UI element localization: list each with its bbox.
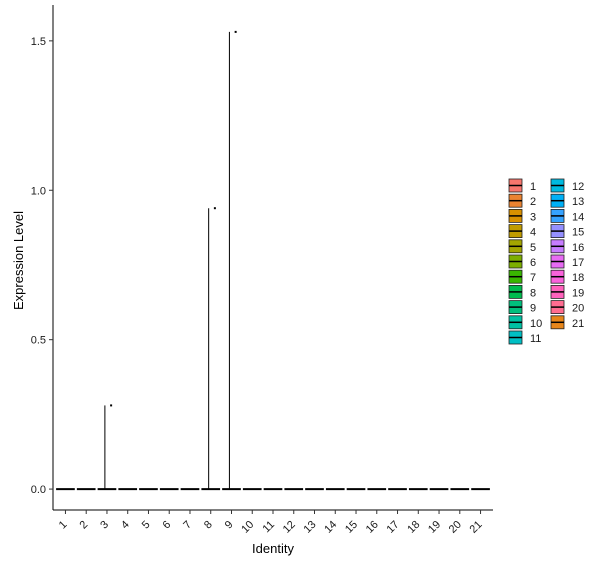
y-tick-label: 1.0: [31, 185, 46, 197]
legend-label-9: 9: [530, 303, 536, 315]
x-tick-label: 13: [301, 519, 318, 536]
x-tick-label: 12: [281, 519, 298, 536]
x-tick-label: 20: [447, 519, 464, 536]
x-tick-label: 9: [223, 519, 236, 532]
legend-label-2: 2: [530, 196, 536, 208]
x-tick-label: 7: [181, 519, 194, 532]
x-tick-label: 6: [161, 519, 174, 532]
legend-label-17: 17: [572, 257, 584, 269]
x-tick-label: 21: [468, 519, 485, 536]
x-tick-label: 1: [57, 519, 70, 532]
x-tick-label: 8: [202, 519, 215, 532]
x-tick-label: 5: [140, 519, 153, 532]
x-tick-label: 11: [261, 519, 278, 536]
violin-marks: [56, 30, 490, 491]
axes: [52, 5, 493, 511]
legend-label-12: 12: [572, 181, 584, 193]
x-ticks: 1 2 3 4 5 6 7 8 9 10 11 12 13 14 15 16 17 18 19 20 21: [57, 510, 485, 536]
x-tick-label: 15: [343, 519, 360, 536]
x-tick-label: 14: [322, 519, 339, 536]
legend-label-8: 8: [530, 287, 536, 299]
y-tick-label: 0.5: [31, 335, 46, 347]
x-tick-label: 3: [98, 519, 111, 532]
y-ticks: 0.0 0.5 1.0 1.5: [31, 36, 53, 496]
legend-label-10: 10: [530, 318, 542, 330]
legend-label-16: 16: [572, 242, 584, 254]
legend-label-11: 11: [530, 333, 541, 345]
legend-label-20: 20: [572, 303, 584, 315]
legend-label-15: 15: [572, 227, 584, 239]
y-tick-label: 0.0: [31, 484, 46, 496]
legend-label-21: 21: [572, 318, 584, 330]
point-9: [234, 30, 237, 33]
x-tick-label: 16: [364, 519, 381, 536]
legend-label-7: 7: [530, 272, 536, 284]
legend-label-19: 19: [572, 287, 584, 299]
y-tick-label: 1.5: [31, 36, 46, 48]
legend-label-14: 14: [572, 211, 584, 223]
legend-label-13: 13: [572, 196, 584, 208]
legend-label-18: 18: [572, 272, 584, 284]
x-tick-label: 2: [78, 519, 91, 532]
legend-label-1: 1: [530, 181, 536, 193]
y-axis-title: Expression Level: [11, 211, 26, 310]
legend-label-3: 3: [530, 211, 536, 223]
x-tick-label: 18: [405, 519, 422, 536]
x-tick-label: 19: [426, 519, 443, 536]
legend-label-6: 6: [530, 257, 536, 269]
legend-label-4: 4: [530, 227, 536, 239]
point-8: [213, 207, 216, 210]
legend-label-5: 5: [530, 242, 536, 254]
point-3: [110, 404, 113, 407]
x-tick-label: 10: [239, 519, 256, 536]
x-tick-label: 17: [385, 519, 402, 536]
x-axis-title: Identity: [252, 541, 294, 556]
x-tick-label: 4: [119, 519, 132, 532]
